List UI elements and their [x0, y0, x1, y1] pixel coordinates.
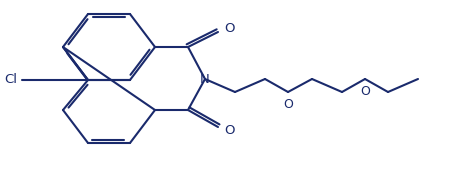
Text: N: N: [200, 73, 210, 85]
Text: O: O: [224, 22, 234, 35]
Text: O: O: [360, 85, 370, 98]
Text: Cl: Cl: [4, 74, 17, 87]
Text: O: O: [224, 124, 234, 137]
Text: O: O: [283, 98, 293, 111]
